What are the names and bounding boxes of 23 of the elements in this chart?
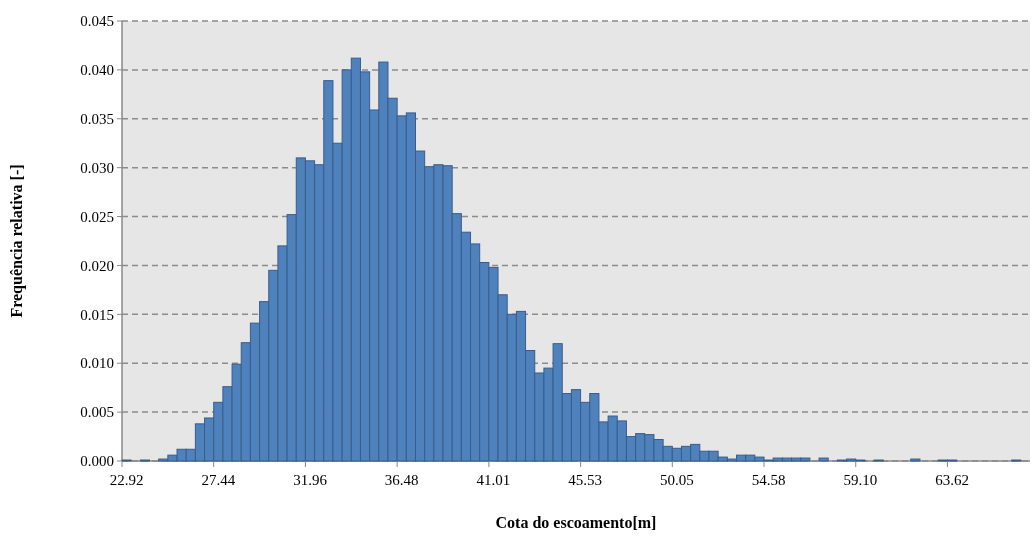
x-tick-label: 50.05 [660,472,694,488]
x-tick-label: 59.10 [843,472,878,488]
y-tick-label: 0.040 [80,62,114,79]
y-tick-label: 0.020 [80,257,114,274]
y-tick-label: 0.005 [80,404,114,421]
y-tick-label: 0.045 [80,13,114,30]
x-tick-label: 63.62 [935,472,969,488]
y-tick-label: 0.025 [80,208,114,225]
x-tick-label: 54.58 [751,472,786,488]
y-tick-label: 0.035 [80,111,114,128]
x-tick-label: 31.96 [293,472,328,488]
y-axis-title: Frequência relativa [-] [8,164,26,318]
x-tick-label: 41.01 [476,472,511,488]
x-tick-label: 45.53 [568,472,603,488]
y-tick-label: 0.010 [80,355,114,372]
y-tick-label: 0.015 [80,306,114,323]
x-tick-label: 36.48 [384,472,419,488]
x-tick-label: 22.92 [109,472,144,488]
x-axis-title: Cota do escoamento[m] [495,514,657,531]
x-tick-label: 27.44 [201,472,236,488]
y-tick-label: 0.000 [80,453,114,470]
bar [818,457,829,462]
y-tick-label: 0.030 [80,159,114,176]
